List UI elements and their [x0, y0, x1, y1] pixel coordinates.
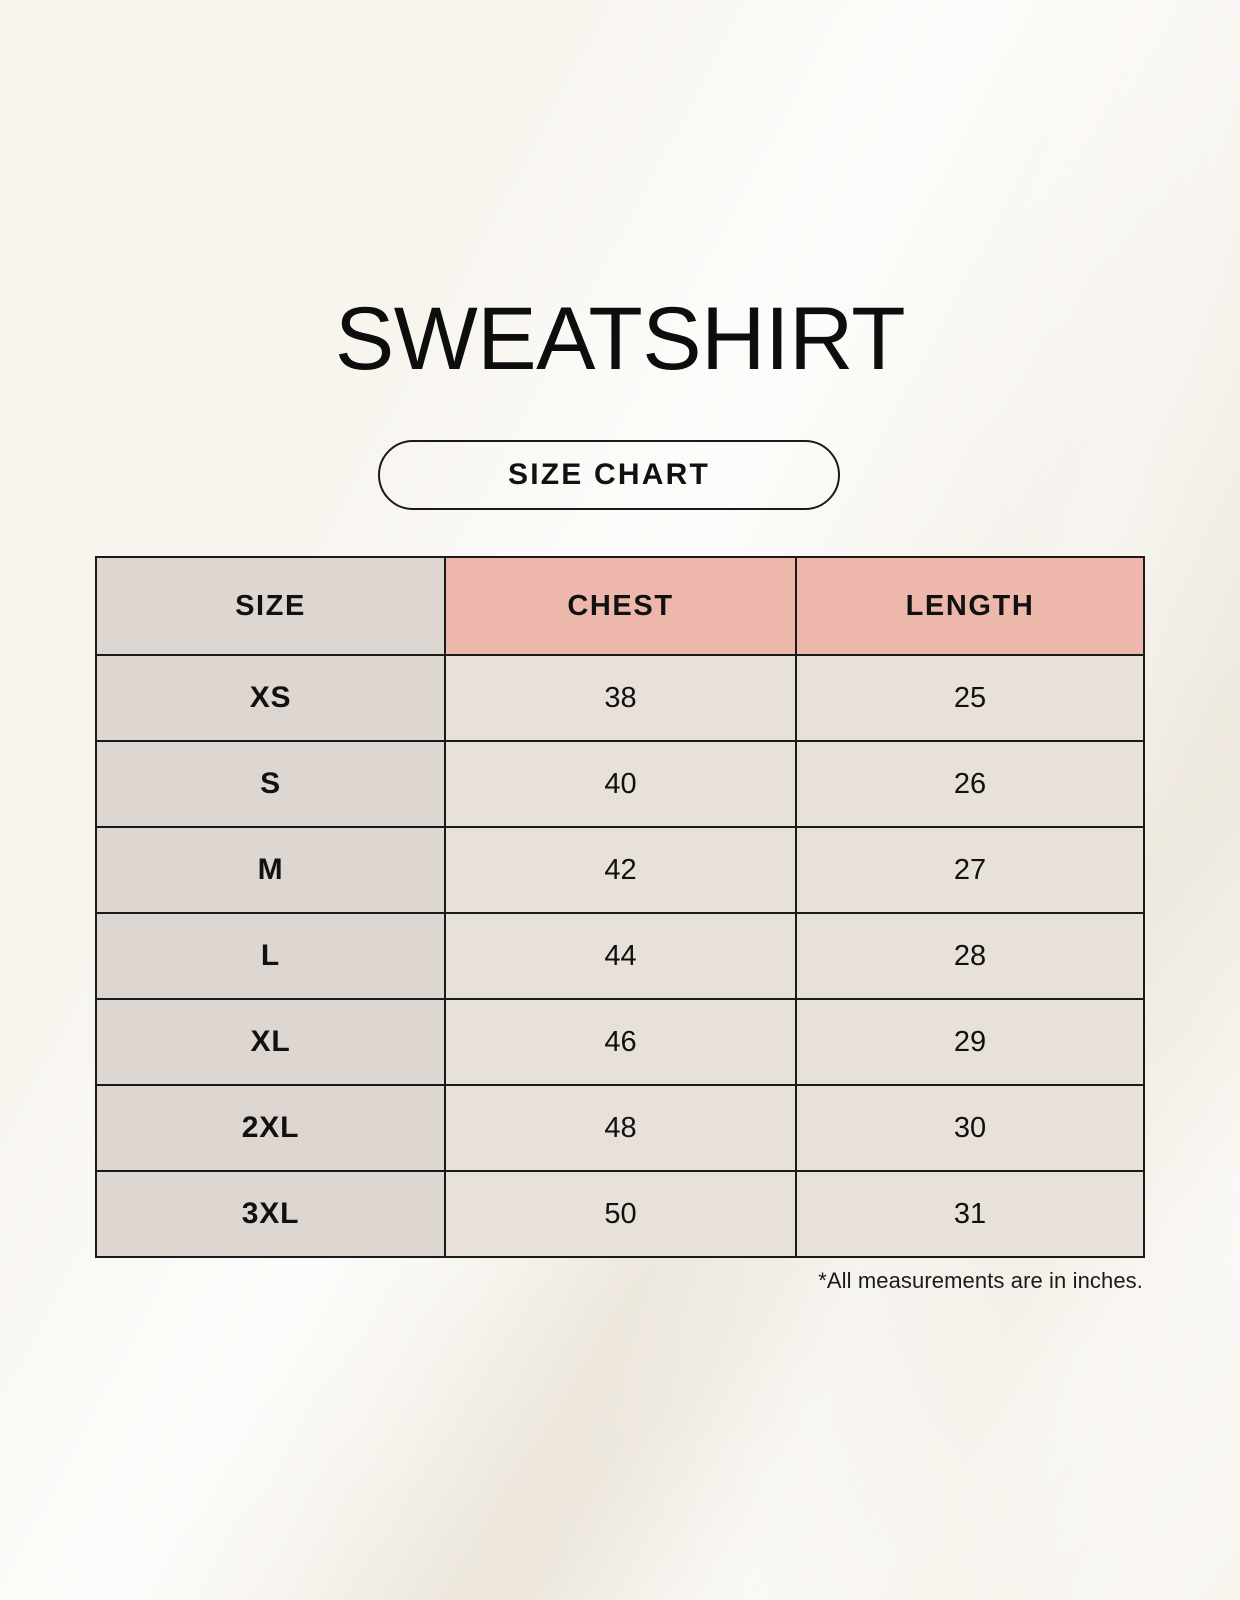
- table-row: 2XL 48 30: [95, 1084, 1145, 1172]
- cell-size: S: [95, 740, 446, 828]
- table-header-row: SIZE CHEST LENGTH: [95, 556, 1145, 656]
- cell-chest: 44: [444, 912, 797, 1000]
- cell-chest: 46: [444, 998, 797, 1086]
- column-header-size: SIZE: [95, 556, 446, 656]
- cell-chest: 48: [444, 1084, 797, 1172]
- column-header-chest: CHEST: [444, 556, 797, 656]
- cell-length: 30: [795, 1084, 1145, 1172]
- cell-size: XL: [95, 998, 446, 1086]
- cell-size: XS: [95, 654, 446, 742]
- page-title: SWEATSHIRT: [334, 288, 906, 388]
- table-row: M 42 27: [95, 826, 1145, 914]
- table-row: 3XL 50 31: [95, 1170, 1145, 1258]
- cell-size: M: [95, 826, 446, 914]
- cell-chest: 50: [444, 1170, 797, 1258]
- size-chart-table: SIZE CHEST LENGTH XS 38 25 S 40 26 M 42 …: [95, 556, 1145, 1258]
- cell-length: 31: [795, 1170, 1145, 1258]
- table-row: XS 38 25: [95, 654, 1145, 742]
- cell-size: L: [95, 912, 446, 1000]
- table-row: S 40 26: [95, 740, 1145, 828]
- cell-length: 25: [795, 654, 1145, 742]
- cell-chest: 38: [444, 654, 797, 742]
- table-header: SIZE CHEST LENGTH: [95, 556, 1145, 656]
- table-row: XL 46 29: [95, 998, 1145, 1086]
- cell-chest: 42: [444, 826, 797, 914]
- cell-length: 27: [795, 826, 1145, 914]
- size-chart-badge: SIZE CHART: [378, 440, 840, 510]
- cell-size: 3XL: [95, 1170, 446, 1258]
- table-body: XS 38 25 S 40 26 M 42 27 L 44 28 XL 46: [95, 654, 1145, 1258]
- measurement-unit-note: *All measurements are in inches.: [818, 1268, 1143, 1293]
- cell-chest: 40: [444, 740, 797, 828]
- cell-length: 29: [795, 998, 1145, 1086]
- cell-length: 28: [795, 912, 1145, 1000]
- cell-length: 26: [795, 740, 1145, 828]
- table-row: L 44 28: [95, 912, 1145, 1000]
- size-chart-badge-label: SIZE CHART: [508, 458, 710, 491]
- cell-size: 2XL: [95, 1084, 446, 1172]
- column-header-length: LENGTH: [795, 556, 1145, 656]
